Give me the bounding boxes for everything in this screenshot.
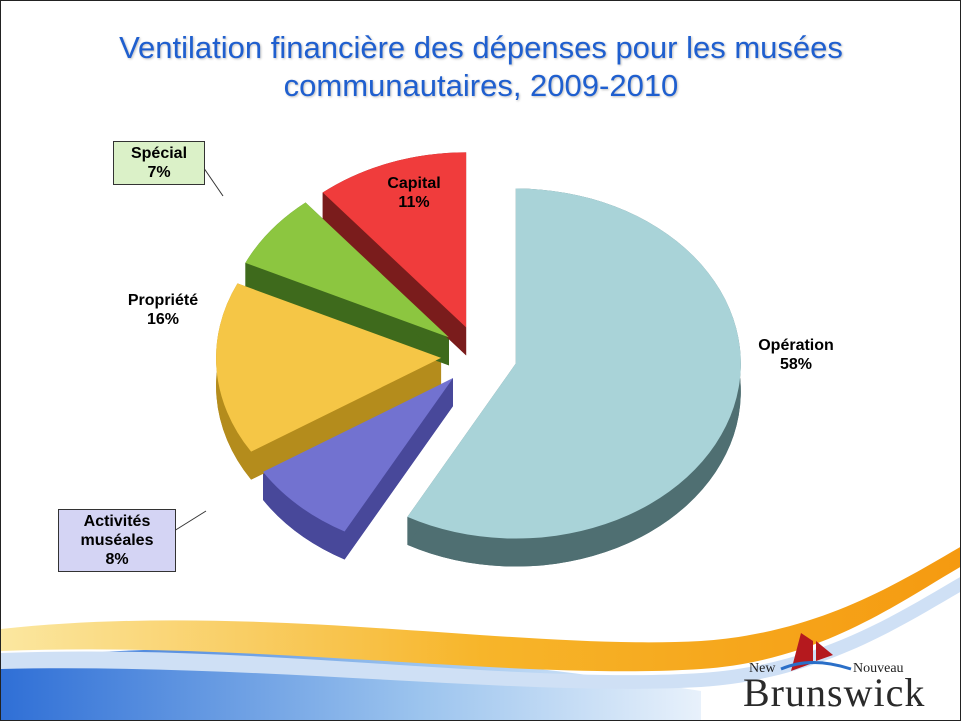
label-name: Capital [387, 175, 441, 192]
logo-ship [791, 633, 833, 671]
label-value: 8% [105, 551, 129, 568]
label-name: Propriété [127, 292, 199, 309]
label-name: Opération [758, 337, 834, 354]
label-value: 11% [398, 194, 430, 211]
logo-text: Nouveau [853, 661, 904, 676]
slice-side [251, 357, 442, 480]
data-label: Capital 11% [364, 174, 464, 212]
slice-side [322, 192, 467, 356]
label-name: Spécial [130, 145, 188, 162]
logo-wave [780, 661, 852, 671]
slice-side [245, 262, 449, 366]
slice [216, 283, 442, 452]
swoosh-orange [1, 547, 960, 672]
label-value: 7% [147, 164, 171, 181]
swoosh-light [1, 577, 960, 689]
slice [245, 202, 449, 338]
slice-side [344, 378, 453, 560]
slice-side [407, 188, 741, 567]
slice [407, 188, 741, 539]
chart-title: Ventilation financière des dépenses pour… [119, 30, 843, 103]
label-value: 16% [146, 311, 180, 328]
data-label: Propriété 16% [113, 291, 213, 329]
label-name: Activités muséales [80, 513, 154, 549]
slice [263, 378, 453, 532]
slice-side [263, 471, 345, 560]
data-label: Spécial 7% [113, 141, 205, 185]
logo-text: New [749, 661, 776, 676]
label-value: 58% [779, 356, 813, 373]
data-label: Opération 58% [746, 336, 846, 374]
data-label: Activités muséales 8% [58, 509, 176, 572]
logo-text: Brunswick [743, 670, 926, 715]
slice [322, 152, 467, 328]
